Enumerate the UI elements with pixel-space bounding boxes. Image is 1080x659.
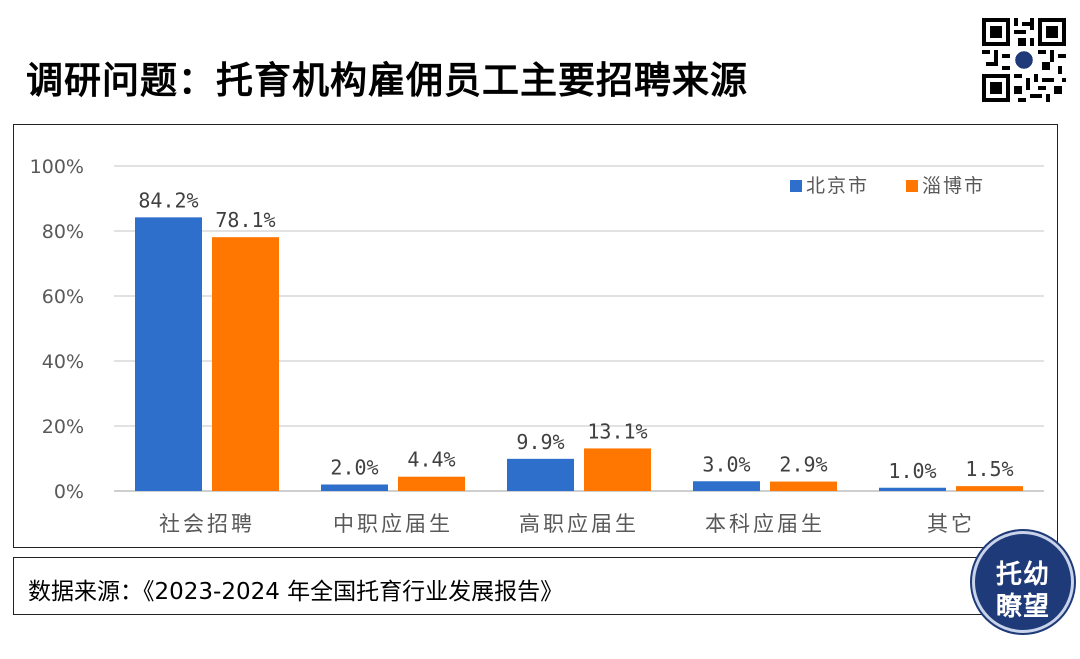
legend-label: 北京市 (806, 175, 869, 197)
y-tick-label: 0% (54, 481, 84, 503)
page-title: 调研问题：托育机构雇佣员工主要招聘来源 (26, 59, 748, 102)
x-tick-label: 社会招聘 (159, 512, 255, 536)
y-tick-label: 60% (42, 286, 84, 308)
legend-swatch (790, 180, 802, 192)
bar (135, 217, 202, 491)
data-label: 3.0% (702, 452, 750, 476)
x-tick-label: 其它 (927, 512, 975, 536)
badge-line-1: 托幼 (995, 560, 1050, 590)
source-box: 数据来源：《2023-2024 年全国托育行业发展报告》 (13, 557, 1058, 615)
y-tick-label: 20% (42, 416, 84, 438)
x-tick-label: 本科应届生 (705, 512, 825, 536)
y-tick-label: 40% (42, 351, 84, 373)
bar (321, 484, 388, 491)
data-label: 4.4% (407, 448, 455, 472)
y-tick-label: 80% (42, 221, 84, 243)
source-text: 数据来源：《2023-2024 年全国托育行业发展报告》 (28, 579, 564, 605)
bar (212, 237, 279, 491)
y-tick-label: 100% (30, 156, 84, 178)
brand-logo-badge: 托幼 瞭望 (972, 531, 1074, 633)
data-label: 1.5% (965, 457, 1013, 481)
bar (956, 486, 1023, 491)
data-label: 2.9% (779, 453, 827, 477)
legend-label: 淄博市 (922, 175, 985, 197)
bar (770, 481, 837, 491)
data-label: 2.0% (330, 456, 378, 480)
data-label: 9.9% (516, 430, 564, 454)
chart-container: 0% 20% 40% 60% 80% 100% 84.2% 78.1% 社会招聘 2.0% 4.4%… (13, 124, 1058, 548)
data-label: 78.1% (215, 208, 275, 232)
bar (398, 476, 465, 491)
x-tick-label: 中职应届生 (333, 512, 453, 536)
bar-chart: 0% 20% 40% 60% 80% 100% 84.2% 78.1% 社会招聘 2.0% 4.4%… (30, 156, 1044, 536)
data-label: 1.0% (888, 459, 936, 483)
badge-line-2: 瞭望 (995, 592, 1050, 622)
bar (879, 487, 946, 491)
data-label: 13.1% (587, 419, 647, 443)
x-tick-label: 高职应届生 (519, 512, 639, 536)
data-label: 84.2% (138, 188, 198, 212)
bar (693, 481, 760, 491)
bar (584, 448, 651, 491)
qr-code-icon (982, 18, 1066, 102)
legend-swatch (906, 180, 918, 192)
bar (507, 458, 574, 491)
